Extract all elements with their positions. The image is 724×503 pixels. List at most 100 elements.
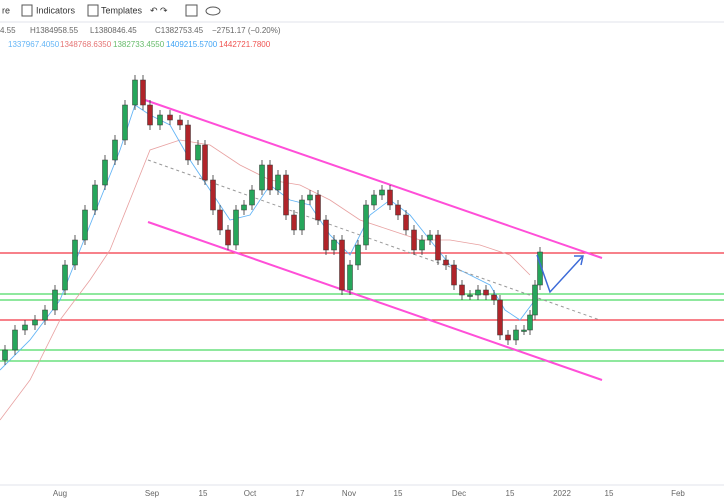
candle-body [225,229,231,246]
channel-line [144,99,603,259]
candle-body [521,329,527,332]
legend-value: 1382733.4550 [113,40,165,49]
candle-body [140,79,146,106]
undo[interactable]: ↶ ↷ [150,5,168,15]
candle-body [291,214,297,231]
candle-body [363,204,369,246]
candle-body [435,234,441,261]
candle-body [72,239,78,266]
candle-body [122,104,128,141]
time-label: 2022 [553,489,571,498]
candle-body [505,334,511,341]
legend-value: 4.55 [0,26,16,35]
candle-body [52,289,58,311]
candle-body [112,139,118,161]
icon[interactable] [21,4,33,17]
candle-body [2,349,8,361]
candle-body [331,239,337,251]
legend-value: 1337967.4050 [8,40,60,49]
candle-body [32,319,38,326]
toolbar-item[interactable]: Indicators [36,5,76,15]
projection-arrow [536,254,584,294]
icon[interactable] [87,4,99,17]
candle-body [371,194,377,206]
legend-indicators: 1337967.4050 1348768.6350 1382733.4550 1409… [8,40,271,49]
legend-value: 1442721.7800 [219,40,271,49]
camera[interactable] [205,6,221,16]
candle-body [347,264,353,291]
candle-body [387,189,393,206]
candle-body [307,194,313,201]
time-label: Feb [671,489,685,498]
time-label: 15 [199,489,208,498]
time-label: 17 [296,489,305,498]
candle-body [202,144,208,181]
candle-body [102,159,108,186]
candle-body [491,294,497,301]
candle-body [241,204,247,211]
candle-body [355,244,361,266]
candle-body [419,239,425,251]
candle-body [259,164,265,191]
channel-line [147,221,603,381]
candle-body [82,209,88,241]
candle-body [132,79,138,106]
time-label: Oct [244,489,257,498]
candle-body [483,289,489,296]
indicator-line [0,139,531,421]
candle-body [62,264,68,291]
toolbar-item[interactable]: re [2,5,10,15]
candle-body [451,264,457,286]
candle-body [513,329,519,341]
candle-body [22,324,28,331]
candle-body [403,214,409,231]
toolbar-item[interactable]: Templates [101,5,143,15]
candle-body [497,299,503,336]
time-label: Aug [53,489,67,498]
candle-body [283,174,289,216]
legend-value: C1382753.45 [155,26,204,35]
candle-body [233,209,239,246]
candle-body [12,329,18,351]
time-label: 15 [506,489,515,498]
candle-body [443,259,449,266]
candle-body [249,189,255,206]
time-label: Sep [145,489,160,498]
time-axis: Aug Sep 15 Oct 17 Nov 15 Dec 15 2022 15 Feb [53,489,686,498]
time-label: 15 [605,489,614,498]
candle-body [267,164,273,191]
time-label: Nov [342,489,356,498]
candle-body [147,104,153,126]
trend-line [147,159,601,321]
fullscreen[interactable] [185,4,198,17]
legend-value: −2751.17 (−0.20%) [212,26,281,35]
levels [0,252,724,362]
candle-body [177,119,183,126]
time-label: Dec [452,489,466,498]
legend-ohlc: 4.55 H1384958.55 L1380846.45 C1382753.45 −27… [0,26,281,35]
candle-body [411,229,417,251]
candle-body [185,124,191,161]
candle-body [217,209,223,231]
candle-body [42,309,48,321]
toolbar [0,0,724,22]
candle-body [275,174,281,191]
candle-body [299,199,305,231]
candle-body [395,204,401,216]
candle-body [459,284,465,296]
candle-body [379,189,385,196]
candles [2,75,543,365]
candle-body [532,284,538,316]
candle-body [210,179,216,211]
time-label: 15 [394,489,403,498]
legend-value: L1380846.45 [90,26,137,35]
candle-body [427,234,433,241]
legend-value: 1409215.5700 [166,40,218,49]
candle-body [339,239,345,291]
arrow-head [574,255,584,266]
candle-body [157,114,163,126]
indicator-line [0,104,536,371]
candle-body [467,294,473,297]
